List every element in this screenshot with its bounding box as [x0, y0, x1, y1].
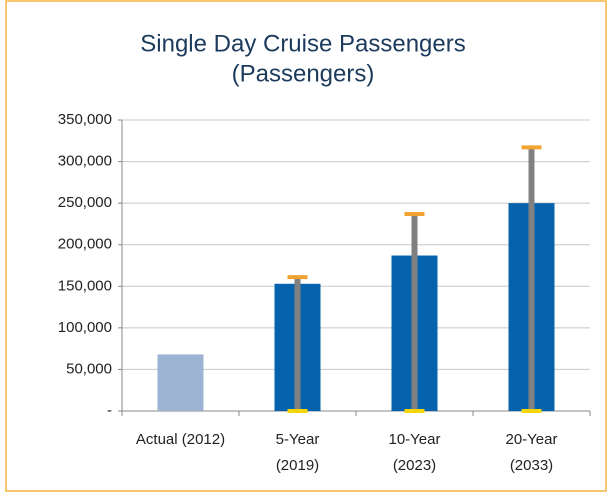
x-tick-label: 10-Year — [389, 431, 441, 448]
chart-title: Single Day Cruise Passengers — [140, 30, 466, 57]
y-tick-label: 300,000 — [58, 153, 112, 170]
x-tick-label: 5-Year — [276, 431, 320, 448]
y-tick-label: 200,000 — [58, 236, 112, 253]
x-tick-label: 20-Year — [506, 431, 558, 448]
y-tick-label: - — [107, 402, 112, 419]
y-tick-label: 50,000 — [66, 360, 112, 377]
bar — [157, 354, 204, 411]
chart-subtitle: (Passengers) — [232, 60, 375, 87]
y-tick-label: 250,000 — [58, 194, 112, 211]
x-tick-label: (2023) — [393, 457, 436, 474]
frame — [5, 0, 607, 492]
x-tick-label: Actual (2012) — [136, 431, 225, 448]
y-tick-label: 350,000 — [58, 111, 112, 128]
x-tick-label: (2019) — [276, 457, 319, 474]
y-tick-label: 150,000 — [58, 277, 112, 294]
y-tick-label: 100,000 — [58, 319, 112, 336]
x-tick-label: (2033) — [510, 457, 553, 474]
